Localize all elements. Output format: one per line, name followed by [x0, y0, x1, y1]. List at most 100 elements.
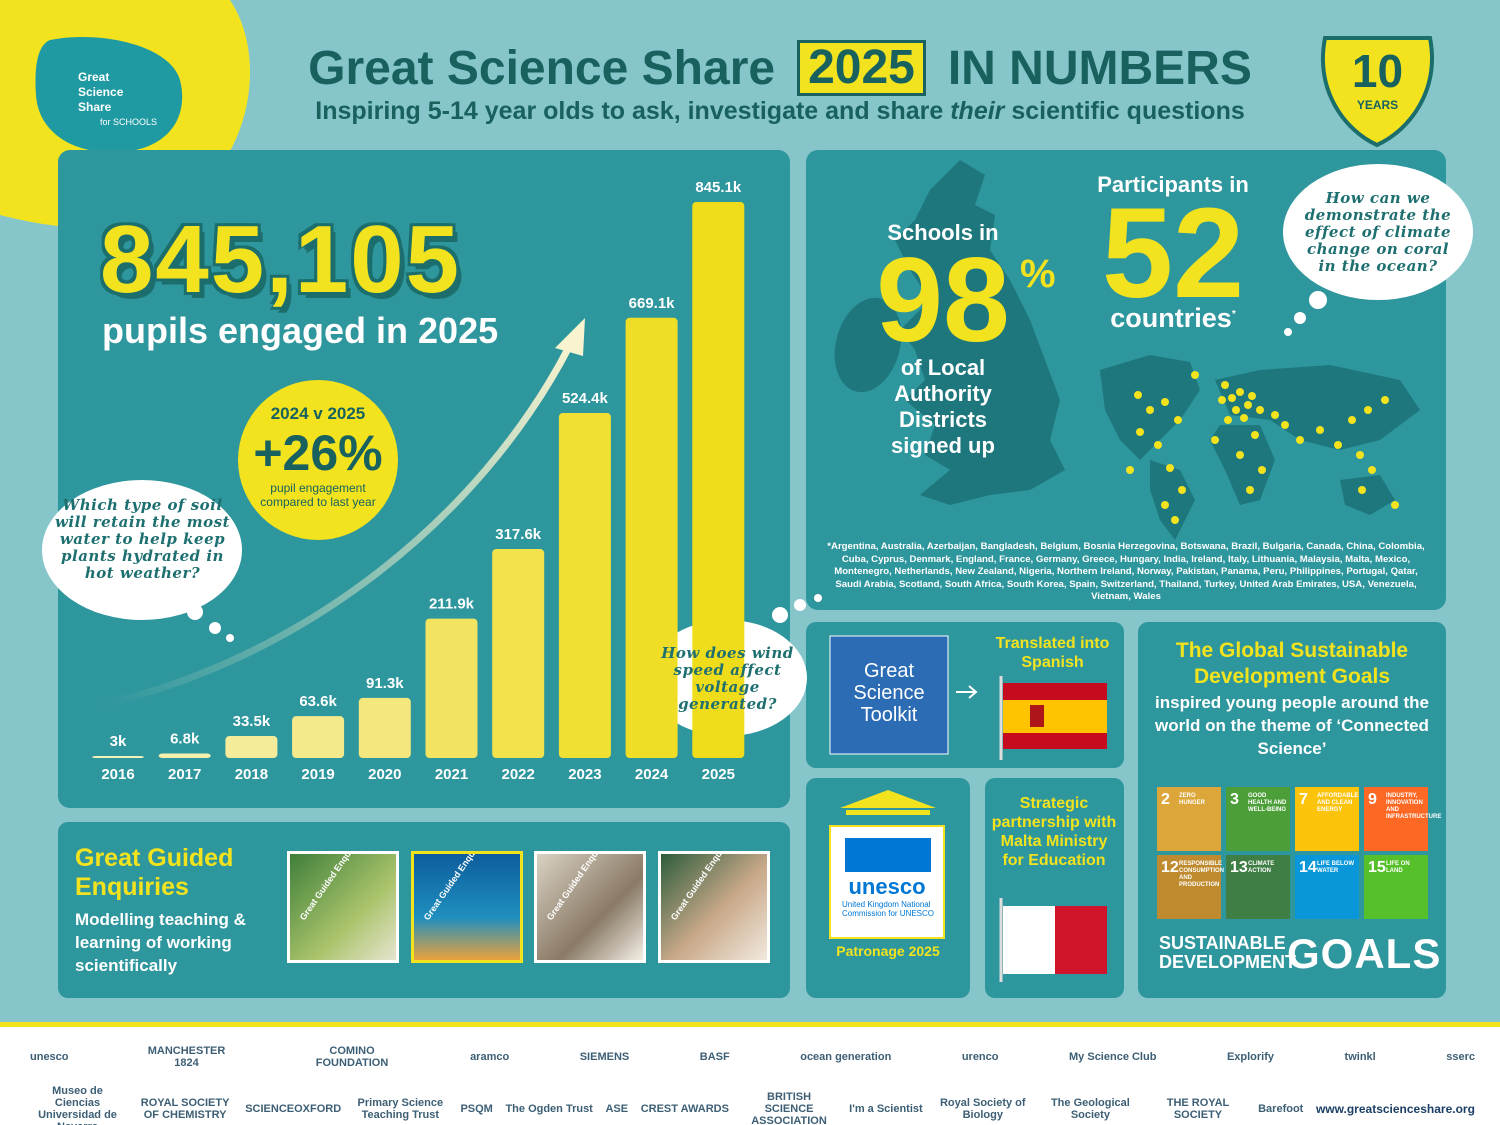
sdg-title: The Global Sustainable Development Goals [1175, 639, 1409, 688]
subtitle-text: scientific questions [1011, 97, 1245, 125]
spain-crest [1030, 705, 1044, 727]
south-america [1150, 460, 1195, 540]
subtitle: Inspiring 5-14 year olds to ask, investi… [270, 97, 1290, 126]
countries-intro: Participants in [1097, 172, 1249, 197]
partner-logo: ROYAL SOCIETY OF CHEMISTRY [140, 1097, 230, 1121]
bubble-dot [226, 634, 234, 642]
bar-chart: 3k 2016 6.8k 2017 33.5k 2018 63.6k 2019 91.3k 202… [92, 179, 745, 783]
headline-number: 845,105 [100, 206, 462, 313]
partner-logo: Explorify [1226, 1051, 1275, 1063]
growth-label: 2024 v 2025 [270, 404, 366, 423]
unesco-name: unesco [848, 874, 926, 899]
country-dot [1161, 398, 1169, 406]
malta-flag-red [1055, 906, 1107, 974]
uk-map [895, 160, 1065, 505]
country-dot [1316, 426, 1324, 434]
card-label: Great Guided Enquiry [668, 851, 730, 922]
growth-circle [238, 380, 398, 540]
sdg-footer-line: DEVELOPMENT [1159, 952, 1297, 972]
partner-logo: THE ROYAL SOCIETY [1166, 1097, 1230, 1121]
patronage-roof [840, 790, 936, 815]
countries-value: 52 [1101, 182, 1245, 325]
partner-logo: SIEMENS [579, 1051, 630, 1063]
sdg-footer-line: SUSTAINABLE [1159, 933, 1286, 953]
badge-text: YEARS [1356, 98, 1399, 112]
bar [492, 549, 545, 758]
partner-logo: I'm a Scientist [849, 1103, 923, 1115]
footer-rule [0, 1022, 1500, 1027]
bubble-dot [772, 607, 788, 623]
toolkit-arrow [956, 685, 978, 699]
sdg-number: 3 [1230, 791, 1239, 808]
bar [92, 756, 144, 758]
unesco-text: United Kingdom National Commission for U… [842, 900, 935, 918]
schools-line: signed up [891, 433, 995, 458]
value-label: 6.8k [170, 731, 200, 748]
schools-line: of Local [900, 355, 986, 380]
x-tick-label: 2016 [101, 766, 134, 783]
partner-logo: SCIENCEOXFORD [245, 1103, 342, 1115]
schools-intro: Schools in [887, 220, 999, 245]
toolkit-name: Great Science Toolkit [853, 660, 925, 726]
unesco-emblem [845, 838, 931, 872]
sdg-tile: 14 LIFE BELOW WATER [1295, 855, 1359, 919]
partners-row: unesco MANCHESTER 1824 COMINO FOUNDATION ar… [30, 1045, 1475, 1069]
bubbles [42, 164, 1473, 736]
question: Which type of soil will retain the most … [55, 496, 230, 582]
x-tick-label: 2023 [568, 766, 601, 783]
sdg-number: 12 [1161, 859, 1179, 876]
sdg-number: 9 [1368, 791, 1377, 808]
enquiry-card: Great Guided Enquiry [287, 851, 399, 963]
x-tick-label: 2017 [168, 766, 201, 783]
card-label: Great Guided Enquiry [544, 851, 607, 922]
sdg-text: inspired young people around the world o… [1155, 693, 1429, 758]
spain-flag-band [1003, 700, 1107, 733]
country-dot [1258, 466, 1266, 474]
bubble-dot [1294, 312, 1306, 324]
australia [1340, 475, 1395, 515]
country-dot [1364, 406, 1372, 414]
x-tick-label: 2018 [235, 766, 268, 783]
sdg-tile: 12 RESPONSIBLE CONSUMPTION AND PRODUCTION [1157, 855, 1224, 919]
country-dot [1146, 406, 1154, 414]
partner-logo: urenco [961, 1051, 999, 1063]
sdg-number: 2 [1161, 791, 1170, 808]
country-dot [1271, 411, 1279, 419]
country-dot [1178, 486, 1186, 494]
bar [225, 735, 278, 758]
partner-logo: Primary Science Teaching Trust [357, 1097, 444, 1121]
bar [625, 317, 678, 758]
country-dot [1136, 428, 1144, 436]
country-dot [1134, 391, 1142, 399]
partners-strip [0, 1027, 1500, 1125]
question: How can we demonstrate the effect of cli… [1304, 189, 1452, 275]
country-dot [1224, 416, 1232, 424]
partner-logo: Museo de Ciencias Universidad de Navarra [38, 1085, 117, 1125]
value-label: 669.1k [629, 295, 676, 312]
partner-logo: My Science Club [1069, 1051, 1157, 1063]
value-label: 3k [110, 733, 127, 750]
enquiries-title: Great Guided Enquiries [75, 844, 234, 901]
sdg-goals: GOALS [1287, 930, 1442, 977]
country-dot [1228, 394, 1236, 402]
partner-logo: sserc [1446, 1051, 1475, 1063]
sdg-tile: 3 GOOD HEALTH AND WELL-BEING [1226, 787, 1290, 851]
sdg-label: RESPONSIBLE CONSUMPTION AND PRODUCTION [1179, 861, 1224, 888]
value-label: 845.1k [695, 179, 742, 196]
growth-text: pupil engagement compared to last year [260, 481, 376, 509]
countries-label: countries [1110, 303, 1232, 333]
countries-mark: * [1231, 309, 1236, 320]
bubble-dot [814, 594, 822, 602]
logo-line: for SCHOOLS [100, 117, 158, 127]
value-label: 63.6k [299, 693, 337, 710]
value-label: 317.6k [495, 526, 542, 543]
country-dot [1281, 421, 1289, 429]
x-tick-label: 2020 [368, 766, 401, 783]
partner-logo: The Ogden Trust [505, 1103, 593, 1115]
sdg-tile: 2 ZERO HUNGER [1157, 787, 1221, 851]
bubble-dot [794, 599, 806, 611]
title: Great Science Share 2025 IN NUMBERS [270, 40, 1290, 96]
partner-logo: COMINO FOUNDATION [315, 1045, 389, 1069]
bar [292, 716, 345, 758]
